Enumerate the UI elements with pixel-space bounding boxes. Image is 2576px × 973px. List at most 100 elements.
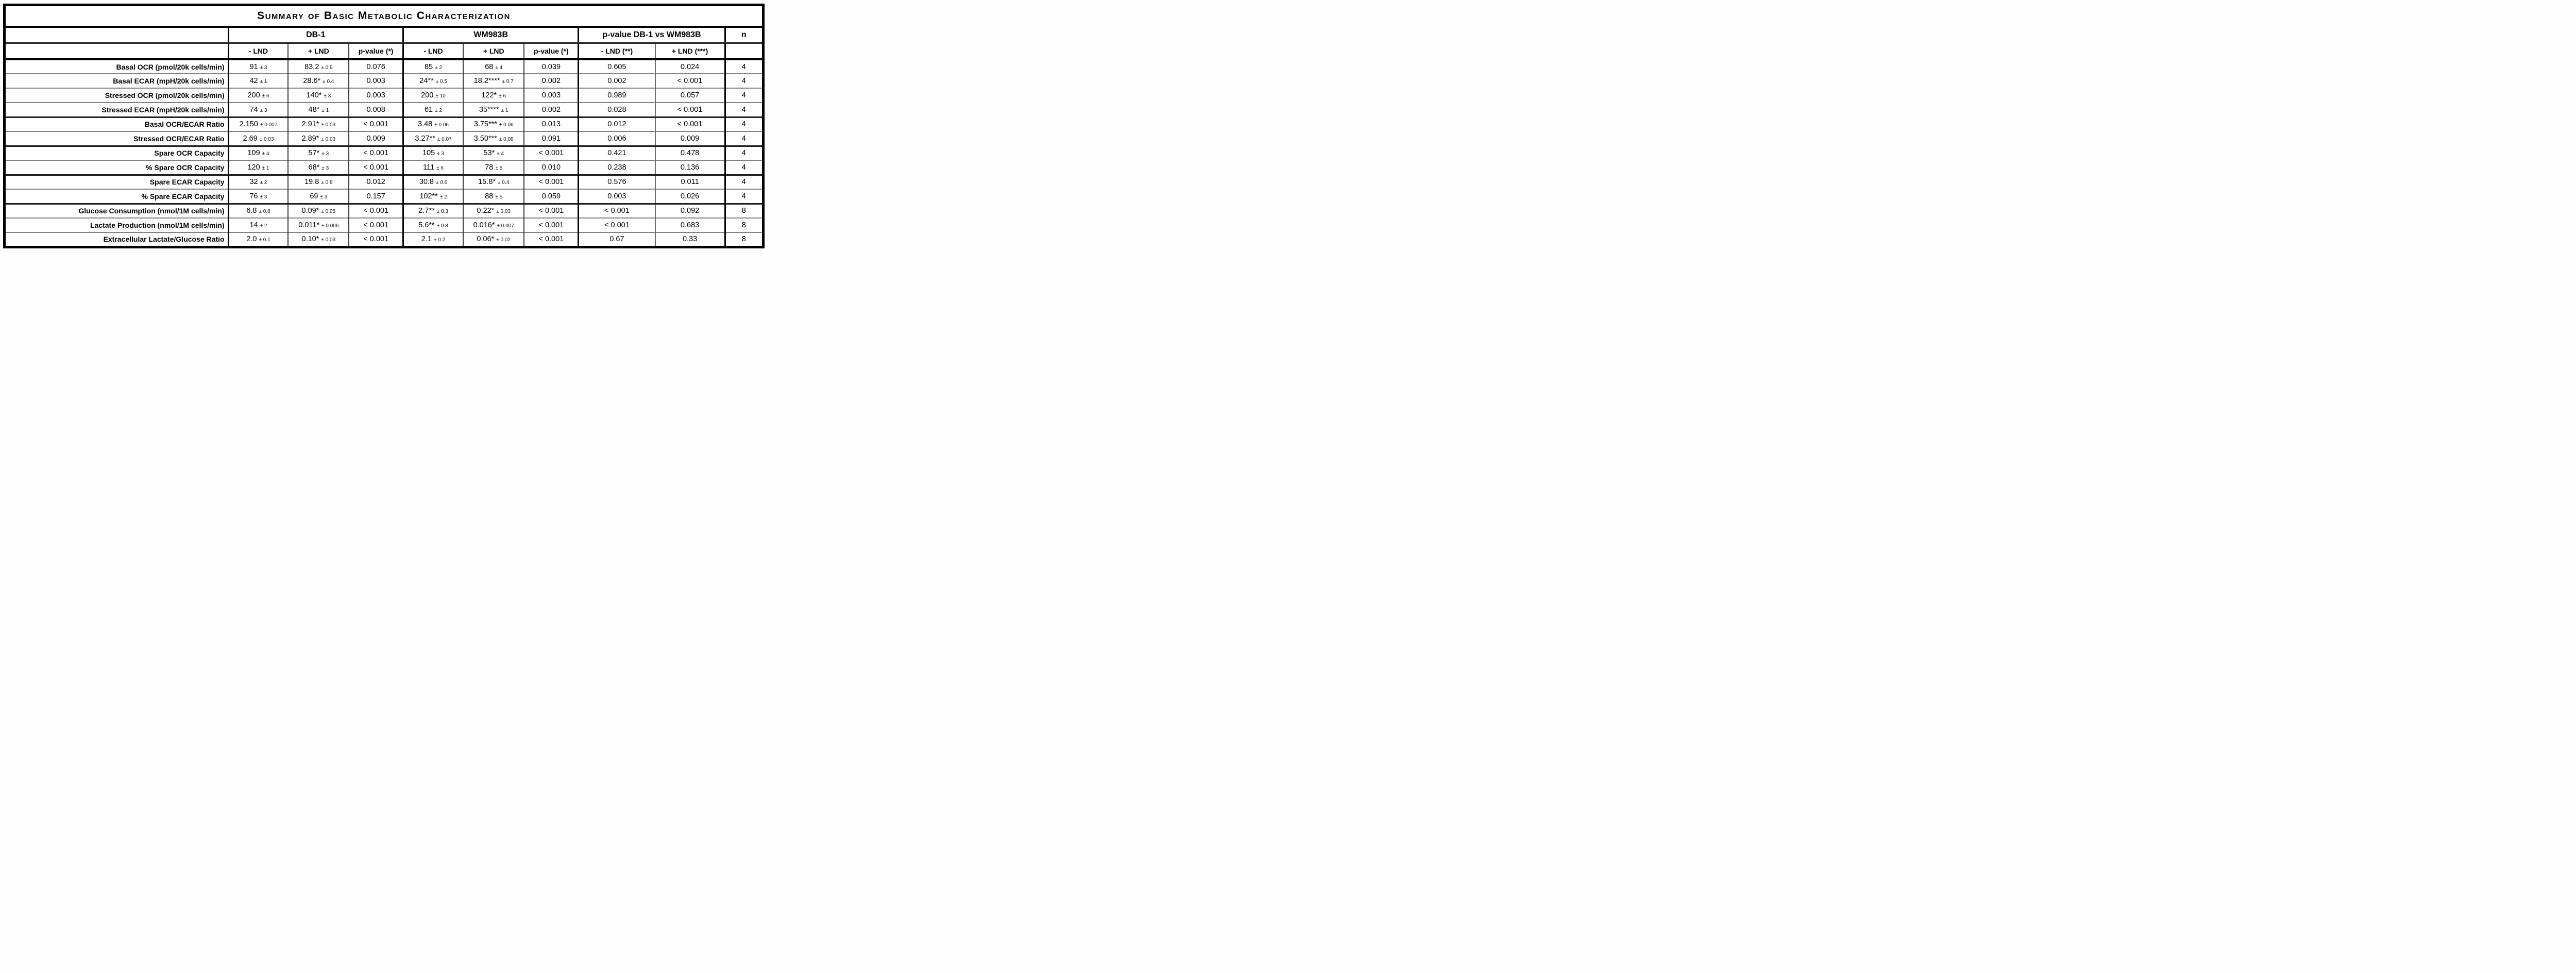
value-text: 0.006 bbox=[607, 134, 626, 143]
pvalue-cell: < 0.001 bbox=[524, 145, 580, 160]
pvalue-cell: 0.238 bbox=[578, 160, 656, 175]
corner-empty-cell bbox=[4, 27, 229, 44]
row-label: Extracellular Lactate/Glucose Ratio bbox=[4, 232, 229, 247]
value-text: 0.039 bbox=[541, 62, 561, 71]
value-text: 102** bbox=[419, 192, 438, 200]
value-cell: 42 ± 1 bbox=[228, 73, 289, 88]
value-cell: 120 ± 1 bbox=[228, 160, 289, 175]
value-cell: 91 ± 3 bbox=[228, 59, 289, 74]
uncertainty-text: ± 6 bbox=[262, 93, 269, 99]
row-label: Spare ECAR Capacity bbox=[4, 174, 229, 189]
value-text: 0.003 bbox=[366, 91, 385, 99]
pvalue-cell: 0.010 bbox=[524, 160, 580, 175]
pvalue-cell: 0.009 bbox=[655, 131, 726, 146]
value-cell: 200 ± 6 bbox=[228, 88, 289, 103]
value-text: 0.157 bbox=[366, 192, 385, 200]
value-text: 85 bbox=[424, 62, 433, 71]
n-cell: 8 bbox=[725, 217, 764, 232]
value-text: 2.89* bbox=[301, 134, 319, 143]
column-header-n: n bbox=[725, 27, 764, 44]
value-text: 0.22* bbox=[477, 207, 495, 215]
value-text: 14 bbox=[249, 221, 258, 229]
value-text: 18.2**** bbox=[473, 77, 500, 85]
value-text: 0.605 bbox=[607, 62, 626, 71]
value-cell: 0.09* ± 0.05 bbox=[288, 203, 350, 218]
value-cell: 2.1 ± 0.2 bbox=[403, 232, 464, 247]
value-cell: 2.69 ± 0.03 bbox=[228, 131, 289, 146]
value-text: 78 bbox=[485, 163, 494, 172]
value-text: 111 bbox=[423, 163, 435, 172]
value-cell: 3.50*** ± 0.08 bbox=[463, 131, 525, 146]
pvalue-cell: 0.024 bbox=[655, 59, 726, 74]
uncertainty-text: ± 0.03 bbox=[496, 209, 511, 215]
value-text: 0.011 bbox=[681, 178, 699, 187]
n-cell: 4 bbox=[725, 160, 764, 175]
uncertainty-text: ± 1 bbox=[262, 165, 269, 171]
value-cell: 76 ± 3 bbox=[228, 189, 289, 204]
value-cell: 200 ± 10 bbox=[403, 88, 464, 103]
value-text: 3.48 bbox=[417, 120, 433, 129]
pvalue-cell: 0.011 bbox=[655, 174, 726, 189]
value-text: 6.8 bbox=[246, 207, 257, 215]
uncertainty-text: ± 0.03 bbox=[321, 237, 336, 243]
table-row: Glucose Consumption (nmol/1M cells/min) 6… bbox=[4, 203, 764, 218]
value-text: < 0.001 bbox=[538, 221, 564, 229]
value-text: 0.003 bbox=[541, 91, 561, 99]
value-text: 68* bbox=[308, 163, 320, 172]
value-cell: 74 ± 3 bbox=[228, 102, 289, 117]
value-text: 5.6** bbox=[418, 221, 435, 229]
uncertainty-text: ± 5 bbox=[495, 194, 503, 200]
value-text: 0.989 bbox=[607, 91, 626, 99]
metabolic-table: Summary of Basic Metabolic Characterizat… bbox=[3, 4, 765, 248]
pvalue-cell: 0.039 bbox=[524, 59, 580, 74]
row-label: % Spare OCR Capacity bbox=[4, 160, 229, 175]
row-label: Basal ECAR (mpH/20k cells/min) bbox=[4, 73, 229, 88]
pvalue-cell: 0.002 bbox=[578, 73, 656, 88]
uncertainty-text: ± 2 bbox=[260, 180, 267, 186]
value-cell: 30.8 ± 0.6 bbox=[403, 174, 464, 189]
pvalue-cell: 0.008 bbox=[349, 102, 404, 117]
uncertainty-text: ± 4 bbox=[262, 151, 269, 157]
pvalue-cell: 0.33 bbox=[655, 232, 726, 247]
value-text: 35**** bbox=[479, 105, 499, 114]
value-cell: 2.89* ± 0.03 bbox=[288, 131, 350, 146]
value-text: 19.8 bbox=[304, 178, 319, 187]
uncertainty-text: ± 3 bbox=[321, 165, 329, 171]
value-text: 0.057 bbox=[680, 91, 700, 99]
row-label: Spare OCR Capacity bbox=[4, 145, 229, 160]
uncertainty-text: ± 0.8 bbox=[321, 180, 333, 186]
pvalue-cell: < 0.001 bbox=[655, 116, 726, 131]
value-text: 48* bbox=[308, 105, 320, 114]
uncertainty-text: ± 1 bbox=[321, 107, 329, 113]
value-text: 0.092 bbox=[680, 207, 700, 215]
n-cell: 8 bbox=[725, 203, 764, 218]
value-text: 200 bbox=[247, 91, 260, 99]
value-text: 200 bbox=[421, 91, 434, 99]
pvalue-cell: < 0.001 bbox=[578, 217, 656, 232]
pvalue-cell: 0.003 bbox=[524, 88, 580, 103]
row-label: % Spare ECAR Capacity bbox=[4, 189, 229, 204]
uncertainty-text: ± 0.8 bbox=[436, 223, 448, 229]
value-text: 0.576 bbox=[607, 178, 626, 187]
uncertainty-text: ± 3 bbox=[437, 151, 444, 157]
uncertainty-text: ± 0.006 bbox=[321, 223, 339, 229]
value-text: 0.002 bbox=[607, 77, 626, 85]
pvalue-cell: < 0.001 bbox=[578, 203, 656, 218]
empty-n-subheader bbox=[725, 43, 764, 60]
n-cell: 4 bbox=[725, 189, 764, 204]
value-cell: 32 ± 2 bbox=[228, 174, 289, 189]
value-text: 0.06* bbox=[477, 235, 495, 244]
table-row: Extracellular Lactate/Glucose Ratio 2.0 ± … bbox=[4, 232, 764, 247]
sub-header-compare-minus-lnd: - LND (**) bbox=[578, 43, 656, 60]
pvalue-cell: < 0.001 bbox=[349, 145, 404, 160]
value-cell: 19.8 ± 0.8 bbox=[288, 174, 350, 189]
sub-header-wm-minus-lnd: - LND bbox=[403, 43, 464, 60]
value-text: 0.67 bbox=[609, 235, 624, 244]
value-cell: 3.75*** ± 0.06 bbox=[463, 116, 525, 131]
pvalue-cell: < 0.001 bbox=[349, 160, 404, 175]
page: Summary of Basic Metabolic Characterizat… bbox=[0, 0, 2576, 252]
value-text: 57* bbox=[308, 149, 320, 158]
uncertainty-text: ± 0.05 bbox=[321, 209, 336, 215]
value-text: 0.421 bbox=[607, 149, 626, 158]
pvalue-cell: 0.67 bbox=[578, 232, 656, 247]
